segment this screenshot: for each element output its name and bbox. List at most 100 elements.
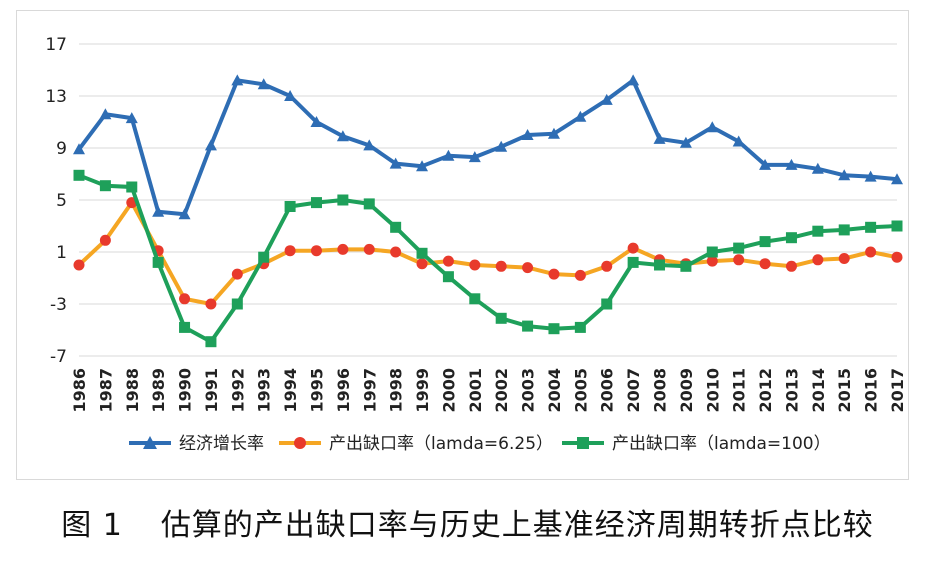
data-point [390,221,402,233]
x-tick-label: 1995 [307,368,326,413]
data-point [495,260,507,272]
data-point [416,247,428,259]
data-point [891,251,903,263]
data-point [469,293,481,305]
data-point [654,259,666,271]
x-tick-label: 2010 [703,368,722,413]
data-point [732,135,745,147]
data-point [600,93,613,105]
data-point [547,127,560,139]
data-point [231,74,244,86]
data-point [125,112,138,124]
data-point [759,258,771,270]
data-point [363,198,375,210]
x-tick-label: 2016 [862,368,881,413]
data-point [284,245,296,257]
data-point [785,260,797,272]
data-point [231,298,243,310]
data-point [73,169,85,181]
data-point [337,243,349,255]
caption-prefix: 图 1 [61,508,123,543]
x-tick-label: 1989 [149,368,168,413]
x-tick-label: 2005 [571,368,590,413]
data-point [574,321,586,333]
data-point [179,321,191,333]
data-point [811,162,824,174]
x-tick-label: 2017 [888,368,907,413]
data-point [468,151,481,163]
x-tick-label: 2007 [624,368,643,413]
y-tick-label: -3 [50,295,67,315]
data-point [838,169,851,181]
data-point [205,336,217,348]
data-point [785,232,797,244]
data-point [865,221,877,233]
data-point [601,260,613,272]
chart-frame: 17 13 9 5 1 -3 -7 1986 1987 1988 1989 1990 1991 1992 1… [16,10,909,480]
x-tick-label: 1999 [413,368,432,413]
data-point [759,236,771,248]
x-tick-label: 1996 [334,368,353,413]
series-line [77,78,898,217]
data-point [601,298,613,310]
data-point [574,110,587,122]
data-point [258,251,270,263]
y-tick-label: 13 [45,87,67,107]
data-point [679,136,692,148]
x-tick-label: 2013 [782,368,801,413]
data-point [574,269,586,281]
x-tick-label: 1991 [202,368,221,413]
data-point [864,170,877,182]
data-point [284,201,296,212]
x-tick-label: 2008 [651,368,670,413]
x-tick-label: 1997 [360,368,379,413]
data-point [363,139,376,151]
data-point [179,293,191,305]
data-point [522,262,534,274]
x-tick-label: 1998 [387,368,406,413]
x-tick-label: 2012 [756,368,775,413]
data-point [337,194,349,206]
data-point [310,245,322,257]
data-point [865,246,877,258]
x-tick-label: 1987 [96,368,115,413]
x-tick-label: 2009 [677,368,696,413]
data-point [680,260,692,272]
x-tick-label: 1988 [123,368,142,413]
data-point [152,205,165,217]
data-point [416,160,429,172]
legend-marker [294,437,306,449]
data-point [759,158,772,170]
data-point [99,108,112,120]
data-point [706,121,719,133]
data-point [284,90,297,101]
x-tick-label: 1990 [176,368,195,413]
legend-label: 产出缺口率（lamda=6.25） [329,434,553,454]
data-point [99,180,111,192]
x-tick-label: 2003 [519,368,538,413]
data-point [706,246,718,258]
x-tick-label: 2015 [835,368,854,413]
y-tick-label: -7 [50,347,67,367]
data-point [522,320,534,332]
x-tick-label: 2000 [439,368,458,413]
x-tick-label: 1992 [228,368,247,413]
legend-label: 产出缺口率（lamda=100） [612,434,831,454]
legend-marker [143,436,157,449]
x-tick-label: 1993 [255,368,274,413]
data-point [178,208,191,220]
data-point [416,258,428,270]
data-point [838,224,850,236]
data-point [838,253,850,264]
data-point [495,140,508,152]
x-tick-label: 2004 [545,368,564,413]
x-tick-label: 2014 [809,368,828,413]
data-point [495,312,507,324]
data-point [548,268,560,280]
data-point [442,255,454,267]
data-point [205,298,217,310]
data-point [812,254,824,266]
data-point [73,259,85,271]
